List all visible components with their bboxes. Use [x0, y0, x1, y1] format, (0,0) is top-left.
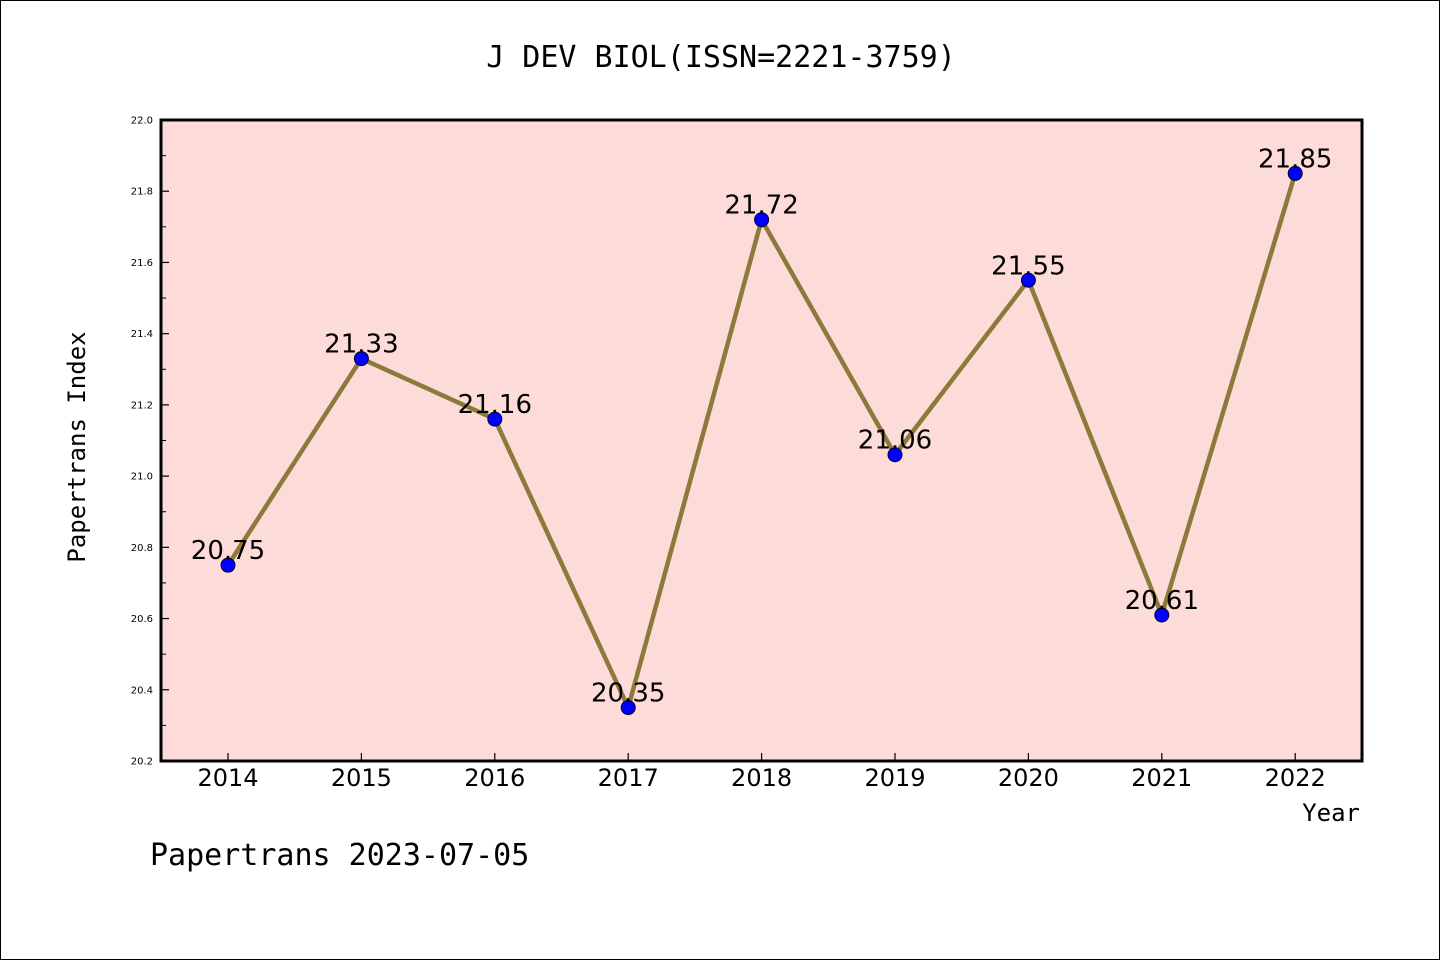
series-layer: 20.75 21.33 21.16 20.35 21.72 21.06 21.55 20.61…	[191, 144, 1332, 716]
y-tick-label: 22.0	[131, 116, 153, 127]
data-point	[1020, 272, 1036, 288]
x-tick-label: 2021	[1131, 764, 1192, 792]
footer-text: Papertrans 2023-07-05	[150, 838, 529, 873]
x-tick-label: 2016	[464, 764, 525, 792]
y-axis-label: Papertrans Index	[63, 331, 91, 562]
data-label: 20.61	[1125, 586, 1199, 616]
data-label: 21.06	[858, 426, 932, 456]
x-tick-label: 2017	[598, 764, 659, 792]
x-tick-label: 2018	[731, 764, 792, 792]
chart-title: J DEV BIOL(ISSN=2221-3759)	[486, 40, 956, 75]
data-point	[353, 351, 369, 367]
y-tick-label: 20.8	[131, 543, 153, 554]
data-point	[1154, 607, 1170, 623]
data-label: 20.35	[591, 679, 665, 709]
data-point	[220, 557, 236, 573]
data-point	[887, 447, 903, 463]
y-tick-label: 21.6	[131, 258, 153, 269]
x-tick-label: 2015	[331, 764, 392, 792]
y-tick-label: 21.4	[131, 329, 153, 340]
y-tick-label: 20.4	[131, 685, 153, 696]
data-label: 21.55	[991, 251, 1065, 281]
x-axis-label: Year	[1302, 799, 1360, 827]
data-label: 21.33	[324, 330, 398, 360]
data-label: 21.16	[458, 390, 532, 420]
data-label: 21.72	[724, 191, 798, 221]
data-label: 21.85	[1258, 144, 1332, 174]
x-axis-ticks: 2014 2015 2016 2017 2018 2019 2020 2021 2022	[197, 753, 1326, 792]
y-axis-ticks: 20.2 20.4 20.6 20.8 21.0 21.2 21.4 21.6 21.8 22.0	[131, 116, 169, 768]
y-tick-label: 20.6	[131, 614, 153, 625]
data-point	[487, 411, 503, 427]
y-tick-label: 20.2	[131, 757, 153, 768]
x-tick-label: 2014	[197, 764, 258, 792]
data-point	[754, 212, 770, 228]
x-tick-label: 2022	[1265, 764, 1326, 792]
data-point	[1287, 165, 1303, 181]
data-point	[620, 700, 636, 716]
y-tick-label: 21.2	[131, 400, 153, 411]
data-label: 20.75	[191, 536, 265, 566]
y-tick-label: 21.0	[131, 472, 153, 483]
y-tick-label: 21.8	[131, 187, 153, 198]
x-tick-label: 2019	[864, 764, 925, 792]
x-tick-label: 2020	[998, 764, 1059, 792]
